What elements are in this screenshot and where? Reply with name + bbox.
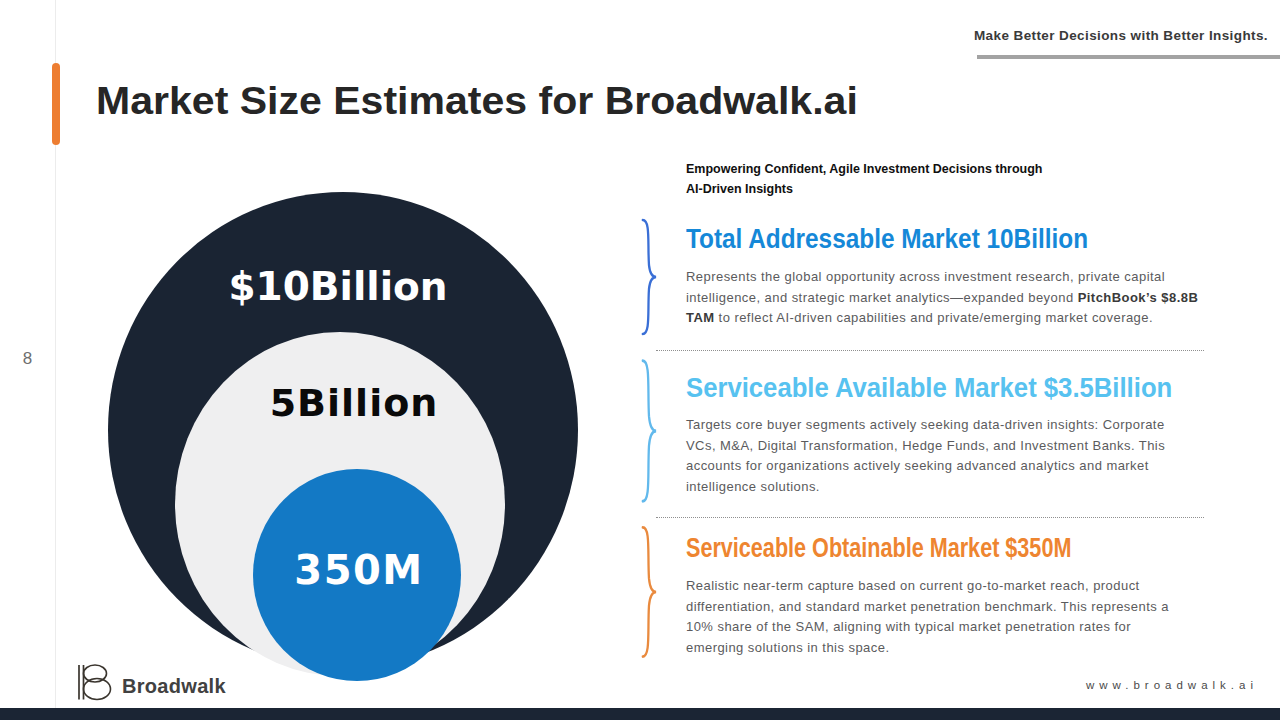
brace-icon: [638, 217, 659, 337]
section-title: Total Addressable Market 10Billion: [686, 214, 1246, 255]
section-body: Targets core buyer segments actively see…: [686, 415, 1238, 497]
som-label: 350M: [294, 547, 423, 593]
intro-heading: Empowering Confident, Agile Investment D…: [686, 160, 1043, 199]
website-url: www.broadwalk.ai: [1086, 679, 1258, 691]
sam-label: 5Billion: [270, 381, 439, 425]
brace-icon: [638, 357, 659, 505]
tam-label: $10Billion: [228, 264, 447, 309]
section-sam: Serviceable Available Market $3.5Billion…: [638, 356, 1238, 497]
section-title: Serviceable Obtainable Market $350M: [686, 523, 1183, 564]
section-som: Serviceable Obtainable Market $350M Real…: [638, 523, 1238, 658]
slide-title: Market Size Estimates for Broadwalk.ai: [96, 78, 858, 123]
bottom-bar: [0, 708, 1280, 720]
section-tam: Total Addressable Market 10Billion Repre…: [638, 214, 1238, 329]
header-tagline: Make Better Decisions with Better Insigh…: [974, 28, 1268, 43]
section-title: Serviceable Available Market $3.5Billion: [686, 356, 1277, 404]
section-body: Represents the global opportunity across…: [686, 267, 1238, 329]
separator: [656, 517, 1204, 518]
tagline-underline: [977, 55, 1280, 59]
title-accent-bar: [52, 63, 60, 145]
page-number: 8: [0, 349, 55, 369]
section-body: Realistic near-term capture based on cur…: [686, 576, 1238, 658]
separator: [656, 350, 1204, 351]
brand-name: Broadwalk: [122, 675, 226, 698]
broadwalk-logo-icon: [76, 664, 116, 704]
brace-icon: [638, 524, 659, 660]
